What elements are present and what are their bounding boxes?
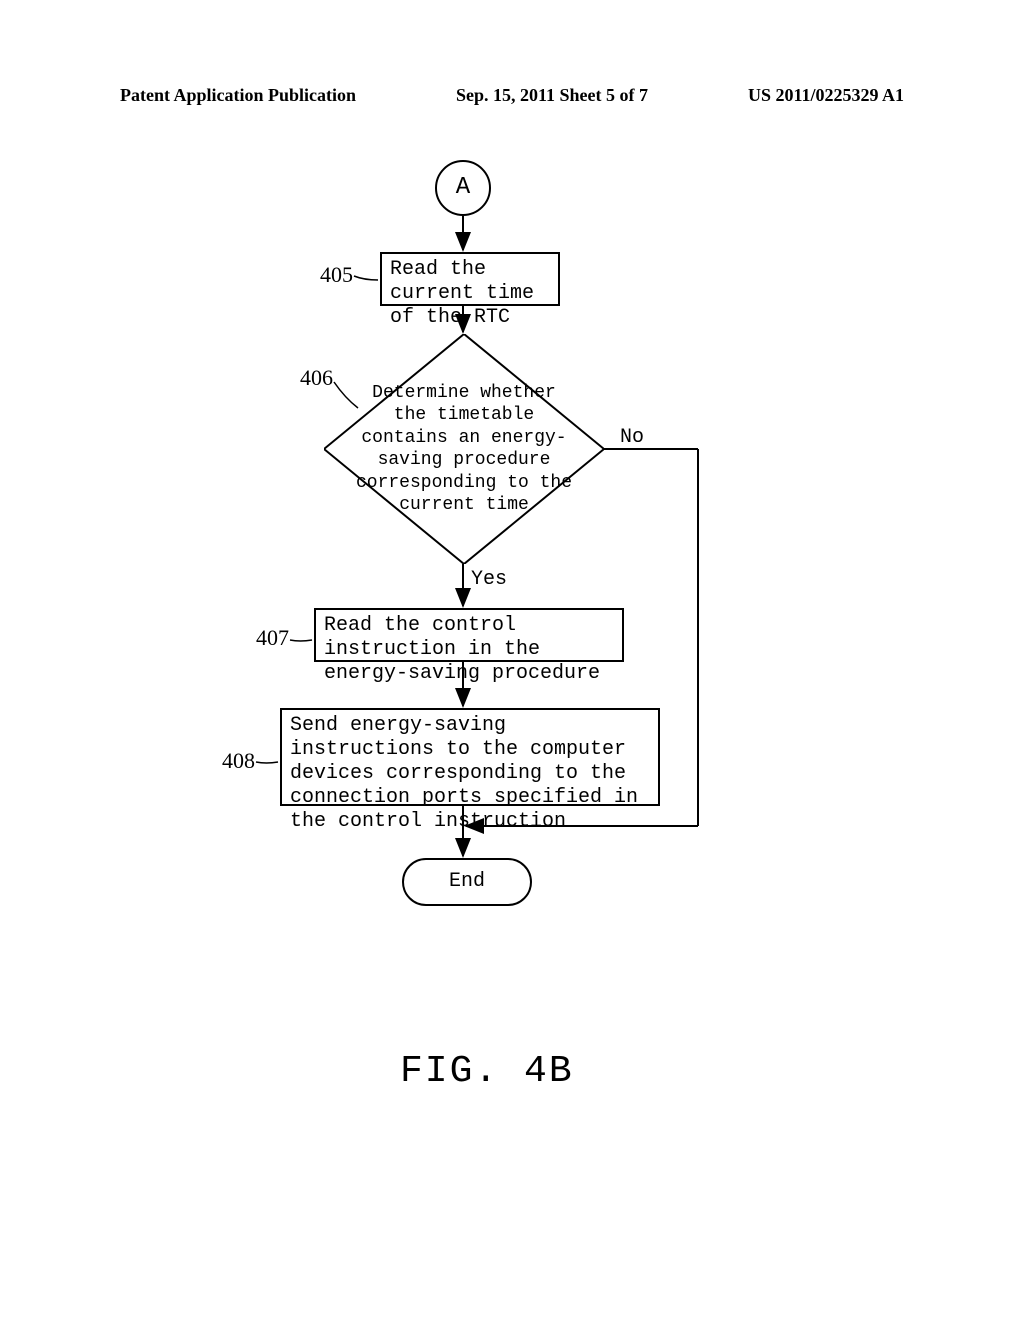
step-408-text: Send energy-saving instructions to the c… (290, 714, 650, 834)
step-406-ref: 406 (300, 365, 333, 391)
step-408-box: Send energy-saving instructions to the c… (280, 708, 660, 806)
step-407-text: Read the control instruction in the ener… (324, 614, 614, 686)
step-406-decision: Determine whether the timetable contains… (324, 334, 604, 564)
step-405-text: Read the current time of the RTC (390, 258, 550, 330)
connector-a-label: A (456, 174, 470, 203)
step-407-ref: 407 (256, 625, 289, 651)
step-408-ref: 408 (222, 748, 255, 774)
connector-a: A (435, 160, 491, 216)
edge-no-label: No (620, 426, 644, 449)
step-405-ref: 405 (320, 262, 353, 288)
step-406-text: Determine whether the timetable contains… (354, 382, 574, 517)
step-407-box: Read the control instruction in the ener… (314, 608, 624, 662)
edge-yes-label: Yes (471, 568, 507, 591)
figure-caption: FIG. 4B (400, 1050, 574, 1093)
step-405-box: Read the current time of the RTC (380, 252, 560, 306)
flowchart: A Read the current time of the RTC 405 D… (0, 0, 1024, 1320)
end-label: End (449, 870, 485, 894)
end-terminal: End (402, 858, 532, 906)
